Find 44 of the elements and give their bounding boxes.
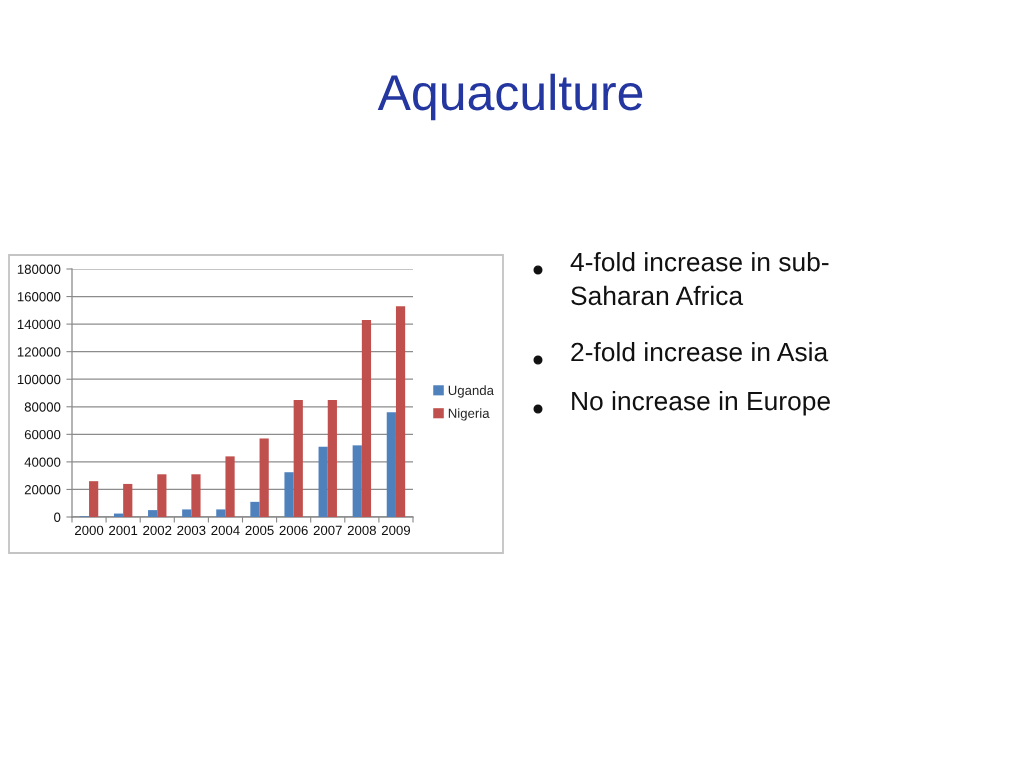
bar bbox=[361, 319, 372, 517]
bar bbox=[259, 438, 269, 517]
y-tick-label: 180000 bbox=[17, 264, 61, 274]
bar bbox=[225, 456, 235, 517]
bar bbox=[250, 501, 260, 517]
bar bbox=[157, 474, 167, 517]
bar bbox=[352, 445, 362, 517]
x-tick-label: 2006 bbox=[279, 525, 308, 536]
y-tick-label: 100000 bbox=[17, 374, 61, 385]
y-tick-label: 40000 bbox=[24, 457, 61, 467]
x-tick-label: 2001 bbox=[109, 525, 138, 536]
y-tick-label: 20000 bbox=[24, 485, 61, 495]
bar bbox=[89, 481, 99, 517]
text: 4-fold increase in sub-Saharan Africa bbox=[570, 252, 829, 306]
y-tick-label: 80000 bbox=[24, 402, 61, 412]
bar bbox=[191, 474, 201, 517]
x-tick-label: 2009 bbox=[381, 525, 410, 536]
y-tick-label: 60000 bbox=[24, 429, 61, 440]
bar bbox=[293, 399, 303, 517]
legend-label: Nigeria bbox=[448, 408, 490, 421]
x-tick-label: 2003 bbox=[177, 525, 206, 536]
legend-label: Uganda bbox=[448, 385, 494, 398]
y-tick-label: 140000 bbox=[17, 319, 61, 330]
bar bbox=[318, 446, 328, 517]
bar bbox=[123, 483, 133, 517]
bar bbox=[284, 472, 294, 517]
text: No increase in Europe bbox=[572, 391, 830, 416]
bar bbox=[327, 399, 337, 517]
x-tick-label: 2004 bbox=[211, 525, 240, 536]
y-tick-label: 120000 bbox=[17, 347, 61, 357]
x-tick-label: 2007 bbox=[313, 525, 342, 536]
x-tick-label: 2002 bbox=[143, 525, 172, 536]
bar bbox=[216, 509, 226, 517]
text: 2-fold increase in Asia bbox=[571, 342, 829, 362]
bar bbox=[148, 510, 158, 517]
bar bbox=[182, 509, 192, 517]
bar bbox=[395, 306, 406, 517]
x-tick-label: 2005 bbox=[245, 525, 274, 536]
y-tick-label: 0 bbox=[54, 512, 61, 522]
x-tick-label: 2008 bbox=[347, 525, 376, 536]
chart-title: Aquaculture bbox=[377, 73, 643, 121]
y-tick-label: 160000 bbox=[17, 292, 61, 302]
x-tick-label: 2000 bbox=[75, 525, 104, 536]
bar bbox=[386, 412, 396, 517]
